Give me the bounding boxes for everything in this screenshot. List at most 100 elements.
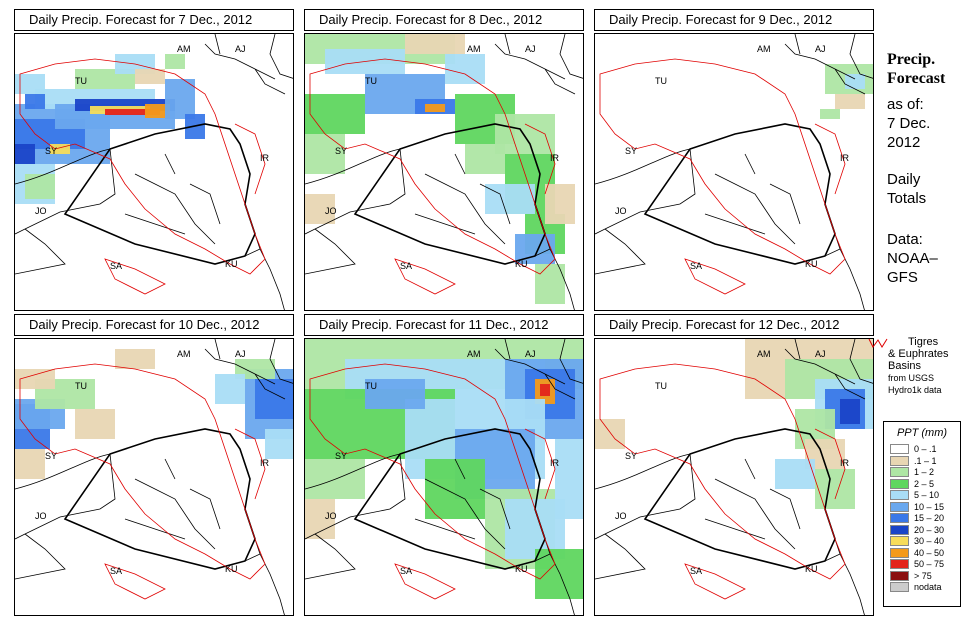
- legend-swatch: [890, 467, 909, 477]
- precip-cell: [105, 109, 160, 115]
- precip-cell: [215, 374, 245, 404]
- forecast-panel: Daily Precip. Forecast for 11 Dec., 2012…: [304, 314, 584, 616]
- basin-line-icon: [868, 338, 888, 348]
- panel-title: Daily Precip. Forecast for 10 Dec., 2012: [14, 314, 294, 336]
- legend-label: 0 – .1: [914, 444, 937, 454]
- legend-item: 50 – 75: [890, 558, 960, 570]
- precip-cell: [775, 459, 815, 489]
- map-label-am: AM: [177, 44, 191, 54]
- precip-cell: [305, 134, 345, 174]
- legend-label: 10 – 15: [914, 501, 945, 512]
- map-label-tu: TU: [75, 381, 87, 391]
- map-label-am: AM: [467, 349, 481, 359]
- precip-map: AM AJ TU SY IR JO SA KU: [594, 33, 874, 311]
- map-label-jo: JO: [35, 206, 47, 216]
- map-label-ku: KU: [225, 259, 238, 269]
- tigris-euphrates-basin: [309, 363, 556, 600]
- map-label-jo: JO: [35, 511, 47, 521]
- side-title: Precip. Forecast: [887, 50, 967, 88]
- data-source-line2: NOAA–: [887, 250, 938, 267]
- map-label-ir: IR: [840, 458, 850, 468]
- precip-cell: [25, 94, 45, 109]
- as-of-date-line1: 7 Dec.: [887, 115, 931, 132]
- legend-label: 5 – 10: [914, 490, 940, 500]
- legend-swatch: [890, 536, 909, 546]
- precip-cell: [255, 379, 293, 419]
- tigris-euphrates-basin: [19, 58, 266, 295]
- precip-cell: [115, 349, 155, 369]
- side-title-line2: Forecast: [887, 70, 946, 87]
- map-label-aj: AJ: [235, 44, 246, 54]
- forecast-panel: Daily Precip. Forecast for 8 Dec., 2012 A…: [304, 9, 584, 311]
- panel-title: Daily Precip. Forecast for 7 Dec., 2012: [14, 9, 294, 31]
- precip-cell: [545, 184, 575, 224]
- map-label-sy: SY: [335, 146, 347, 156]
- map-label-ir: IR: [550, 153, 560, 163]
- map-label-aj: AJ: [525, 44, 536, 54]
- daily-line2: Totals: [887, 190, 927, 207]
- tigris-euphrates-basin: [19, 363, 266, 600]
- tigris-euphrates-basin: [599, 363, 846, 600]
- precip-cell: [50, 144, 70, 154]
- legend-item: 30 – 40: [890, 535, 960, 547]
- legend-item: 5 – 10: [890, 489, 960, 501]
- precip-cell: [445, 54, 485, 84]
- legend-item: 15 – 20: [890, 512, 960, 524]
- tigris-euphrates-basin: [309, 58, 556, 295]
- precip-cell: [265, 429, 293, 459]
- panel-title: Daily Precip. Forecast for 11 Dec., 2012: [304, 314, 584, 336]
- basin-note: Tigres & Euphrates Basins from USGS Hydr…: [888, 336, 968, 396]
- map-label-aj: AJ: [235, 349, 246, 359]
- legend-swatch: [890, 559, 909, 569]
- legend-swatch: [890, 513, 909, 523]
- precip-cell: [365, 379, 425, 409]
- map-label-aj: AJ: [815, 349, 826, 359]
- basin-note-line4: from USGS: [888, 373, 935, 383]
- basin-note-line2: & Euphrates: [888, 348, 949, 360]
- map-label-am: AM: [757, 349, 771, 359]
- precip-cell: [15, 449, 45, 479]
- map-label-sa: SA: [400, 566, 412, 576]
- data-source-line1: Data:: [887, 231, 923, 248]
- legend-label: 20 – 30: [914, 524, 945, 535]
- precip-cell: [15, 74, 45, 94]
- precip-cell: [835, 94, 865, 109]
- precip-cell: [165, 54, 185, 69]
- precip-map: AM AJ TU SY IR JO SA KU: [14, 33, 294, 311]
- tigris-euphrates-basin: [599, 58, 846, 295]
- map-label-ir: IR: [840, 153, 850, 163]
- as-of-block: as of: 7 Dec. 2012: [887, 95, 967, 152]
- legend-label: 50 – 75: [914, 559, 945, 569]
- map-label-ir: IR: [550, 458, 560, 468]
- precip-cell: [555, 439, 583, 519]
- basin-note-line1: Tigres: [908, 336, 939, 348]
- map-label-am: AM: [467, 44, 481, 54]
- panel-title: Daily Precip. Forecast for 8 Dec., 2012: [304, 9, 584, 31]
- legend-swatch: [890, 570, 909, 581]
- legend-item: .1 – 1: [890, 455, 960, 467]
- as-of-label: as of:: [887, 96, 924, 113]
- precip-cell: [820, 109, 840, 119]
- map-label-sa: SA: [110, 261, 122, 271]
- map-label-ir: IR: [260, 153, 270, 163]
- map-label-sa: SA: [110, 566, 122, 576]
- legend-swatch: [890, 478, 909, 489]
- legend-swatch: [890, 501, 909, 512]
- map-label-sy: SY: [625, 451, 637, 461]
- precip-cell: [425, 104, 445, 112]
- map-label-tu: TU: [365, 381, 377, 391]
- map-label-jo: JO: [325, 206, 337, 216]
- precip-cell: [15, 144, 35, 164]
- panel-title: Daily Precip. Forecast for 12 Dec., 2012: [594, 314, 874, 336]
- precip-cell: [535, 264, 565, 304]
- map-label-ku: KU: [515, 259, 528, 269]
- daily-line1: Daily: [887, 171, 921, 188]
- map-label-tu: TU: [655, 76, 667, 86]
- precip-cell: [485, 184, 535, 214]
- map-label-jo: JO: [615, 511, 627, 521]
- legend-item: 2 – 5: [890, 478, 960, 490]
- side-title-line1: Precip.: [887, 51, 936, 68]
- data-source-block: Data: NOAA– GFS: [887, 230, 967, 287]
- map-label-jo: JO: [615, 206, 627, 216]
- legend-swatch: [890, 582, 909, 592]
